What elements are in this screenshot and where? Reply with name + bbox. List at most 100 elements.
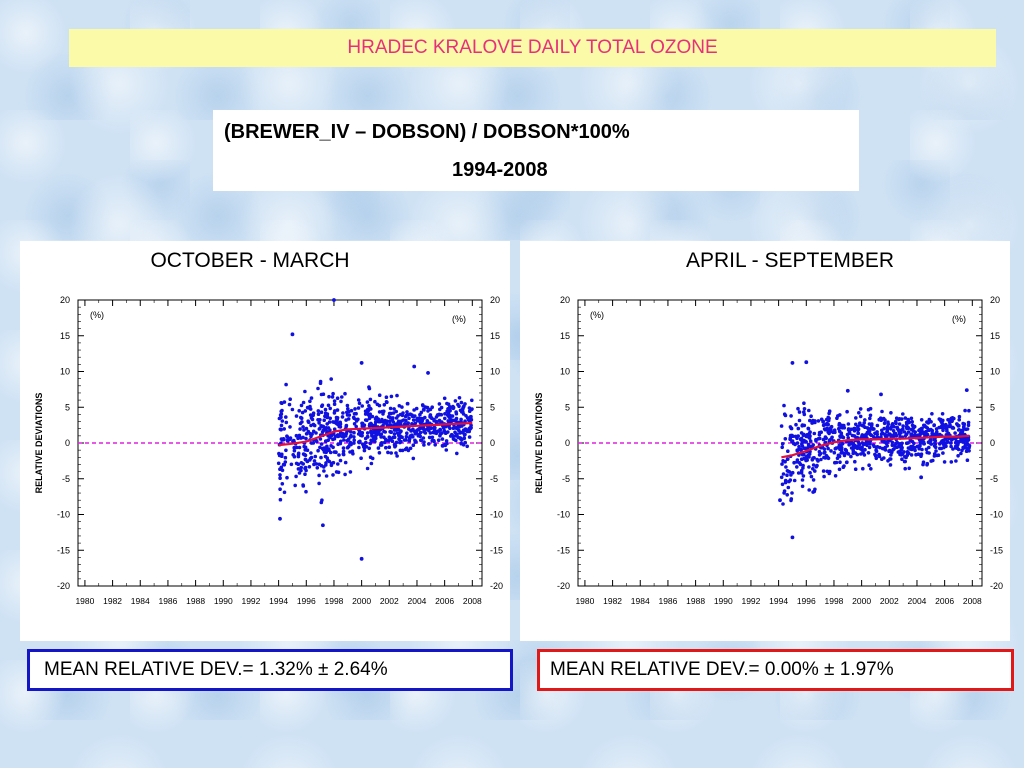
data-point <box>925 461 930 466</box>
data-point <box>469 414 473 419</box>
data-point <box>340 431 345 436</box>
data-point <box>333 409 337 413</box>
data-point <box>852 429 857 433</box>
data-point <box>812 489 817 494</box>
data-point <box>390 417 395 422</box>
data-point <box>354 424 359 429</box>
data-point <box>384 445 388 450</box>
data-point <box>429 416 434 421</box>
data-point <box>460 410 464 414</box>
data-point <box>283 460 288 464</box>
data-point <box>844 448 849 453</box>
data-point <box>853 467 858 471</box>
data-point <box>804 440 808 444</box>
data-point <box>296 436 300 441</box>
data-point <box>415 417 419 422</box>
data-point <box>413 440 418 444</box>
data-point <box>895 445 899 450</box>
x-tick-label: 2002 <box>380 596 399 606</box>
data-point <box>345 413 350 417</box>
data-point <box>432 438 436 443</box>
data-point <box>290 407 295 412</box>
data-point <box>357 440 361 444</box>
page-title-text: HRADEC KRALOVE DAILY TOTAL OZONE <box>347 37 718 58</box>
data-point <box>387 419 392 424</box>
data-point <box>959 436 963 441</box>
data-point <box>449 434 453 438</box>
x-tick-label: 1992 <box>241 596 260 606</box>
data-point <box>448 426 452 431</box>
data-point <box>823 435 828 439</box>
y-tick-label: -10 <box>490 510 503 520</box>
y-tick-label: -15 <box>490 545 503 555</box>
data-point <box>846 452 851 456</box>
data-point <box>411 418 416 422</box>
data-point <box>449 419 454 424</box>
data-point <box>811 478 816 482</box>
data-point <box>279 437 284 441</box>
data-point <box>933 441 937 445</box>
data-point <box>965 427 970 431</box>
data-point <box>940 422 945 426</box>
data-point <box>800 423 805 427</box>
data-point <box>787 479 791 484</box>
data-point <box>899 428 904 432</box>
data-point <box>294 461 299 466</box>
data-point <box>839 446 844 450</box>
data-point <box>309 451 313 455</box>
data-point <box>871 427 875 431</box>
data-point <box>352 422 357 426</box>
data-point <box>318 445 322 450</box>
data-point <box>422 408 426 412</box>
data-point <box>931 433 936 437</box>
data-point <box>436 438 441 442</box>
data-point <box>849 446 854 450</box>
data-point <box>786 485 791 490</box>
data-point <box>349 430 353 434</box>
data-point <box>891 429 896 433</box>
data-point <box>304 436 308 441</box>
data-point <box>443 412 447 416</box>
x-tick-label: 2000 <box>852 596 871 606</box>
data-point <box>941 442 946 447</box>
y-tick-label: 10 <box>560 367 570 377</box>
data-point <box>794 422 798 427</box>
data-point <box>397 437 401 441</box>
data-point <box>332 298 336 302</box>
data-point <box>414 431 418 435</box>
data-point <box>459 400 464 405</box>
data-point <box>946 418 950 422</box>
mean-deviation-winter: MEAN RELATIVE DEV.= 1.32% ± 2.64% <box>27 649 513 691</box>
data-point <box>822 455 826 460</box>
data-point <box>906 441 910 445</box>
y-tick-label: -15 <box>557 545 570 555</box>
unit-label: (%) <box>952 314 966 324</box>
data-point <box>332 399 337 403</box>
y-tick-label: 10 <box>990 367 1000 377</box>
data-point <box>392 443 397 447</box>
data-point <box>965 458 970 462</box>
data-point <box>389 430 393 434</box>
data-point <box>299 403 304 408</box>
data-point <box>407 416 411 421</box>
data-point <box>433 443 438 447</box>
data-point <box>377 451 382 455</box>
data-point <box>333 434 338 439</box>
data-point <box>363 436 368 441</box>
data-point <box>903 466 907 471</box>
y-tick-label: -10 <box>990 510 1003 520</box>
data-point <box>305 448 310 452</box>
data-point <box>457 396 462 400</box>
data-point <box>365 466 370 471</box>
y-tick-label: 20 <box>990 295 1000 305</box>
data-point <box>964 388 969 392</box>
data-point <box>807 436 812 440</box>
data-point <box>298 427 302 431</box>
data-point <box>373 399 377 404</box>
data-point <box>802 407 807 411</box>
data-point <box>413 414 417 418</box>
data-point <box>898 452 902 457</box>
data-point <box>930 412 934 416</box>
scatter-chart-winter: -20 -20 -15 -15 -10 -10 -5 -5 0 0 5 5 10 10 15 15 20 20 19… <box>34 295 503 606</box>
data-point <box>785 469 790 473</box>
